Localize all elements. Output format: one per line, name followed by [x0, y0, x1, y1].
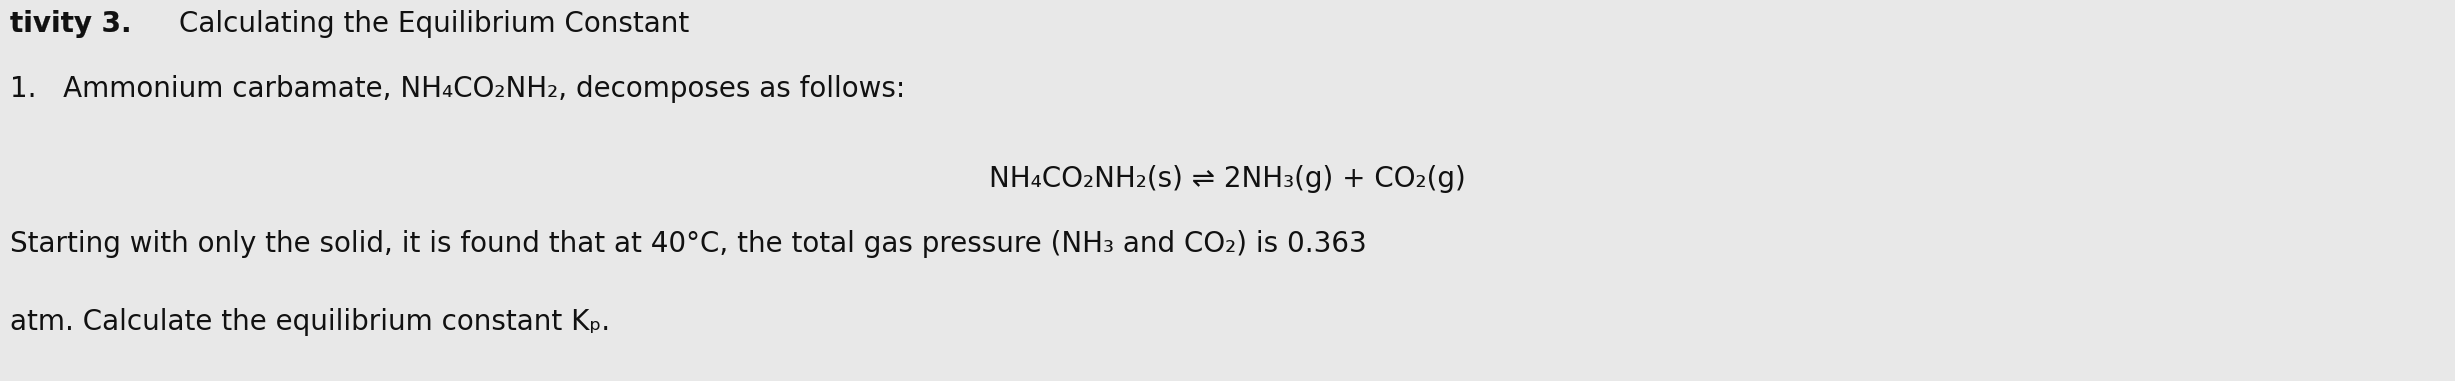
- Text: tivity 3. Calculating the Equilibrium Constant: tivity 3. Calculating the Equilibrium Co…: [10, 10, 717, 38]
- Text: 1.   Ammonium carbamate, NH₄CO₂NH₂, decomposes as follows:: 1. Ammonium carbamate, NH₄CO₂NH₂, decomp…: [10, 75, 906, 103]
- Text: NH₄CO₂NH₂(s) ⇌ 2NH₃(g) + CO₂(g): NH₄CO₂NH₂(s) ⇌ 2NH₃(g) + CO₂(g): [989, 165, 1466, 193]
- Text: atm. Calculate the equilibrium constant Kₚ.: atm. Calculate the equilibrium constant …: [10, 308, 611, 336]
- Text: tivity 3.: tivity 3.: [10, 10, 133, 38]
- Text: Calculating the Equilibrium Constant: Calculating the Equilibrium Constant: [179, 10, 690, 38]
- Text: Starting with only the solid, it is found that at 40°C, the total gas pressure (: Starting with only the solid, it is foun…: [10, 230, 1367, 258]
- Text: tivity 3.: tivity 3.: [10, 10, 133, 38]
